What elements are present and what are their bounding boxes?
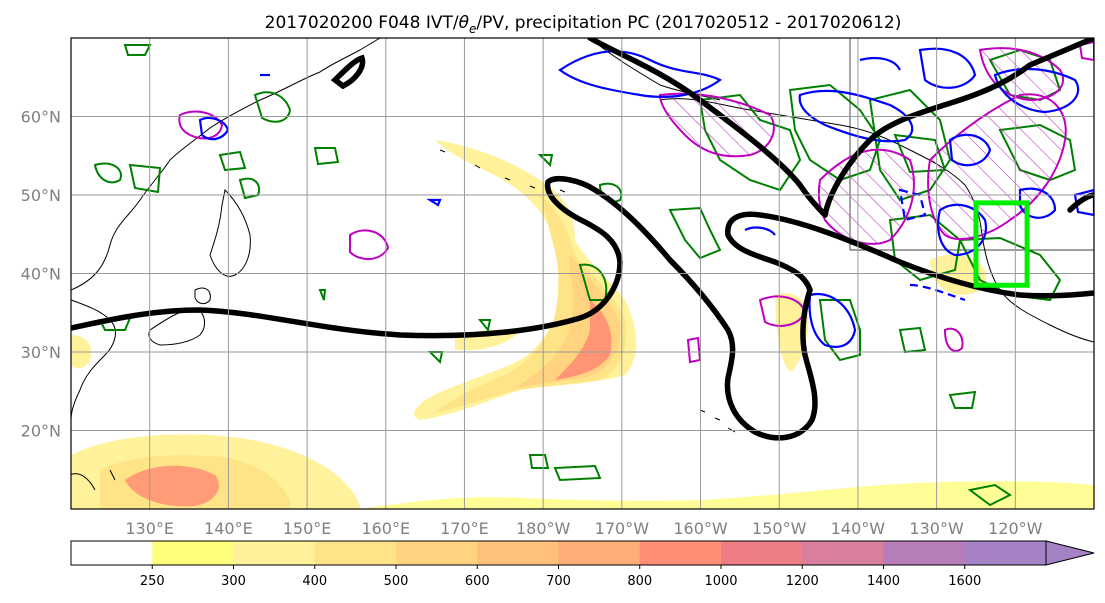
japan-hokkaido: [194, 287, 211, 305]
lon-tick-label: 150°W: [752, 519, 807, 538]
chart-title: 2017020200 F048 IVT/θe/PV, precipitation…: [265, 13, 902, 36]
colorbar-segment: [721, 541, 803, 565]
lon-tick-label: 140°E: [204, 519, 253, 538]
colorbar-tick-label: 1200: [786, 574, 819, 589]
colorbar-segment: [964, 541, 1047, 565]
lon-tick-label: 160°W: [673, 519, 728, 538]
map-frame: [70, 37, 1095, 510]
highlight-box: [973, 200, 1030, 288]
china-coast: [71, 299, 116, 421]
lon-tick-label: 150°E: [283, 519, 332, 538]
colorbar-segment: [71, 541, 153, 565]
colorbar-extend-arrow: [1045, 540, 1095, 566]
colorbar-segment: [883, 541, 966, 565]
lat-tick-label: 40°N: [21, 265, 61, 284]
lon-tick-label: 170°W: [595, 519, 650, 538]
colorbar-tick-label: 1000: [704, 574, 737, 589]
kamchatka: [209, 188, 251, 277]
colorbar-segment: [314, 541, 397, 565]
colorbar-segment: [477, 541, 559, 565]
plume-core: [125, 465, 219, 507]
colorbar-segment: [639, 541, 722, 565]
colorbar-segment: [558, 541, 641, 565]
colorbar-segment: [802, 541, 884, 565]
aleutian-islands: [439, 149, 596, 193]
colorbar-tick-label: 250: [140, 574, 165, 589]
colorbar-tick-label: 500: [384, 574, 409, 589]
colorbar-segment: [396, 541, 478, 565]
colorbar-segment: [233, 541, 316, 565]
colorbar-tick-label: 600: [465, 574, 490, 589]
colorbar-tick-label: 1400: [867, 574, 900, 589]
colorbar-segment: [152, 541, 234, 565]
longitude-labels: 130°E 140°E 150°E 160°E 170°E 180°W 170°W 160°W…: [125, 519, 1042, 538]
colorbar-tick-label: 400: [302, 574, 327, 589]
latitude-labels: 60°N 50°N 40°N 30°N 20°N: [21, 108, 61, 441]
ar-core: [555, 300, 612, 380]
lon-tick-label: 180°W: [516, 519, 571, 538]
colorbar-tick-label: 700: [546, 574, 571, 589]
lon-tick-label: 130°E: [125, 519, 174, 538]
lat-tick-label: 20°N: [21, 422, 61, 441]
lon-tick-label: 140°W: [831, 519, 886, 538]
asia-coast: [71, 38, 381, 291]
lon-tick-label: 170°E: [440, 519, 489, 538]
lon-tick-label: 160°E: [361, 519, 410, 538]
lat-tick-label: 60°N: [21, 108, 61, 127]
lon-tick-label: 120°W: [988, 519, 1043, 538]
philippines: [71, 469, 116, 491]
lon-tick-label: 130°W: [909, 519, 964, 538]
colorbar-tick-label: 300: [221, 574, 246, 589]
colorbar-tick-label: 1600: [948, 574, 981, 589]
colorbar-tick-label: 800: [627, 574, 652, 589]
map-gridlines: [71, 38, 1094, 509]
lat-tick-label: 30°N: [21, 343, 61, 362]
colorbar: 250 300 400 500 600 700 800 1000 1200 1400 1600: [70, 540, 1095, 589]
lat-tick-label: 50°N: [21, 186, 61, 205]
